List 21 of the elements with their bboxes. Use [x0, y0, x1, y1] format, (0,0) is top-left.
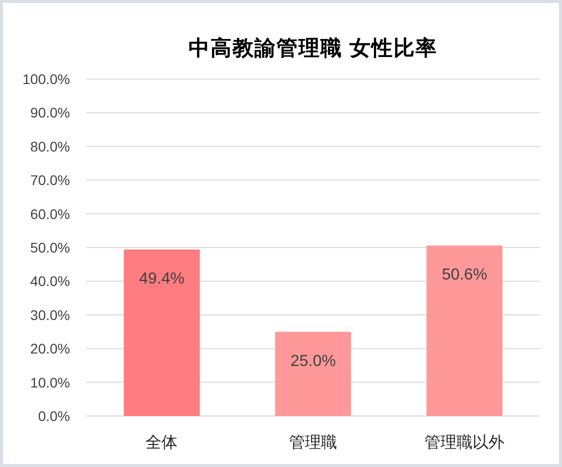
y-tick-label: 50.0% [30, 239, 70, 256]
bar [275, 332, 352, 416]
data-label: 49.4% [139, 270, 185, 288]
data-label: 25.0% [290, 352, 336, 370]
y-tick-label: 70.0% [30, 172, 70, 188]
x-tick-label: 管理職 [289, 433, 337, 452]
y-tick-label: 90.0% [30, 104, 70, 121]
bar [124, 250, 200, 416]
bar [426, 245, 502, 416]
y-tick-label: 0.0% [38, 408, 70, 424]
x-tick-label: 全体 [146, 434, 178, 452]
chart-title: 中高教諭管理職 女性比率 [188, 36, 438, 62]
y-tick-label: 100.0% [22, 70, 70, 87]
y-tick-label: 80.0% [30, 138, 70, 154]
data-label: 50.6% [442, 266, 488, 283]
x-tick-label: 管理職以外 [424, 433, 504, 452]
y-tick-label: 60.0% [30, 206, 70, 222]
y-tick-label: 40.0% [30, 273, 70, 290]
y-tick-label: 20.0% [30, 340, 70, 357]
y-tick-label: 30.0% [30, 306, 70, 323]
y-tick-label: 10.0% [30, 374, 70, 390]
